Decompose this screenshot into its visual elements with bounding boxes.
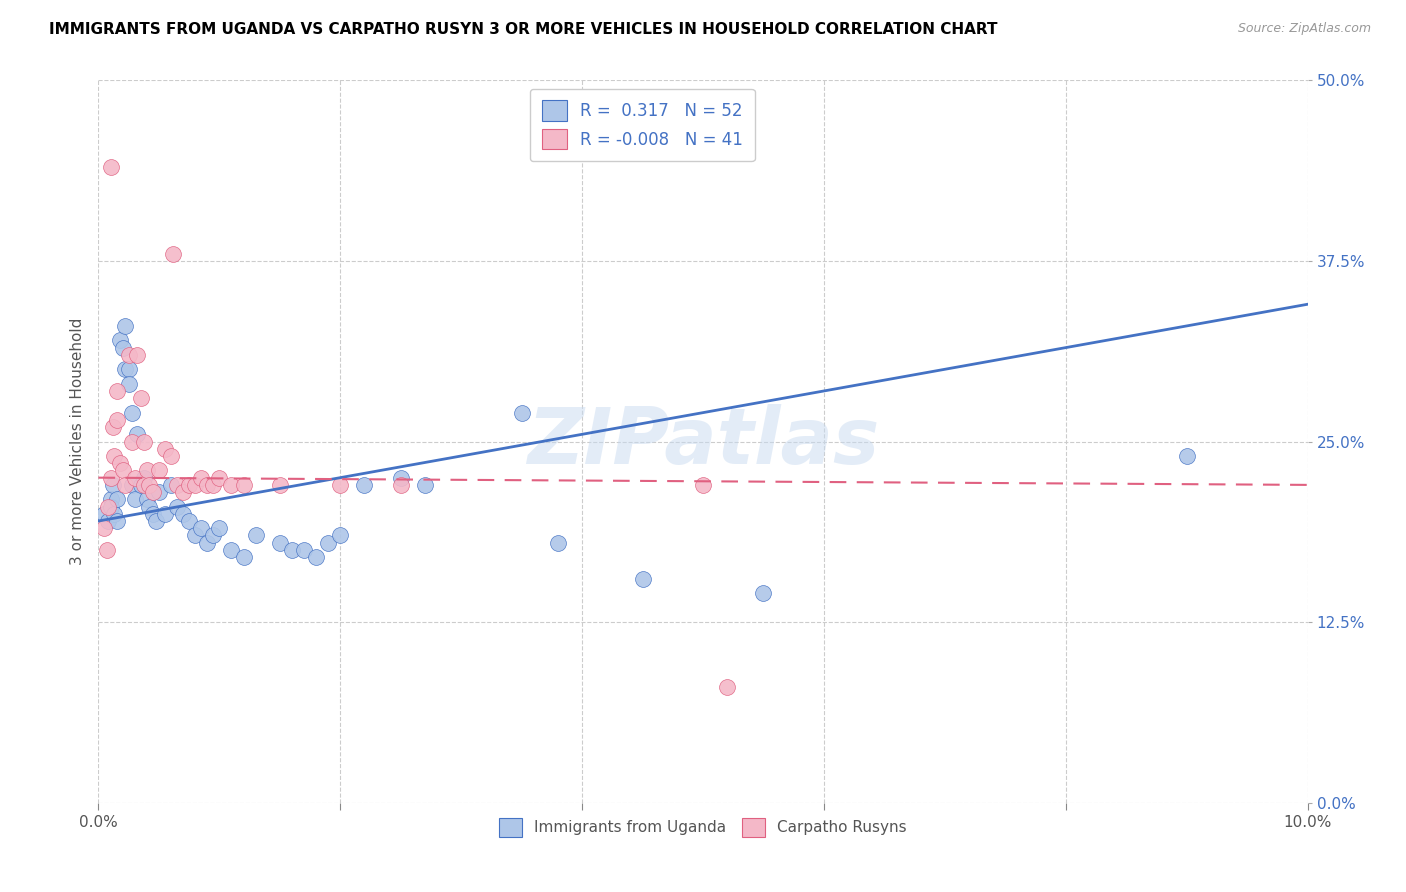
- Point: [93, 521, 115, 535]
- Point: [100, 492, 122, 507]
- Point: [114, 318, 136, 333]
- Point: [101, 420, 124, 434]
- Point: [269, 478, 291, 492]
- Point: [281, 542, 304, 557]
- Point: [245, 528, 267, 542]
- Point: [103, 449, 125, 463]
- Point: [389, 471, 412, 485]
- Point: [100, 160, 122, 174]
- Text: ZIPatlas: ZIPatlas: [527, 403, 879, 480]
- Point: [1175, 449, 1198, 463]
- Point: [631, 572, 654, 586]
- Point: [108, 456, 131, 470]
- Point: [221, 542, 243, 557]
- Point: [195, 535, 218, 549]
- Point: [292, 542, 315, 557]
- Point: [135, 492, 157, 507]
- Point: [269, 535, 291, 549]
- Point: [221, 478, 243, 492]
- Point: [195, 478, 218, 492]
- Point: [121, 478, 143, 492]
- Point: [118, 348, 141, 362]
- Point: [329, 528, 352, 542]
- Point: [100, 500, 122, 514]
- Point: [413, 478, 436, 492]
- Point: [142, 507, 165, 521]
- Point: [148, 485, 170, 500]
- Point: [692, 478, 714, 492]
- Point: [208, 471, 231, 485]
- Y-axis label: 3 or more Vehicles in Household: 3 or more Vehicles in Household: [69, 318, 84, 566]
- Point: [202, 528, 225, 542]
- Point: [305, 550, 328, 565]
- Point: [105, 384, 128, 398]
- Point: [232, 478, 254, 492]
- Point: [184, 478, 207, 492]
- Point: [103, 507, 125, 521]
- Point: [202, 478, 225, 492]
- Point: [166, 500, 188, 514]
- Point: [190, 521, 212, 535]
- Point: [510, 406, 533, 420]
- Point: [93, 507, 115, 521]
- Point: [114, 362, 136, 376]
- Point: [127, 348, 149, 362]
- Point: [129, 391, 152, 405]
- Point: [96, 542, 118, 557]
- Point: [153, 442, 176, 456]
- Point: [97, 500, 120, 514]
- Point: [135, 463, 157, 477]
- Point: [316, 535, 339, 549]
- Text: Source: ZipAtlas.com: Source: ZipAtlas.com: [1237, 22, 1371, 36]
- Legend: Immigrants from Uganda, Carpatho Rusyns: Immigrants from Uganda, Carpatho Rusyns: [491, 809, 915, 846]
- Point: [118, 362, 141, 376]
- Point: [172, 507, 194, 521]
- Point: [134, 434, 156, 449]
- Point: [389, 478, 412, 492]
- Point: [142, 485, 165, 500]
- Point: [329, 478, 352, 492]
- Point: [184, 528, 207, 542]
- Point: [101, 478, 124, 492]
- Point: [716, 680, 738, 694]
- Point: [108, 334, 131, 348]
- Point: [148, 463, 170, 477]
- Point: [129, 478, 152, 492]
- Point: [752, 586, 775, 600]
- Point: [114, 478, 136, 492]
- Point: [100, 471, 122, 485]
- Point: [179, 514, 201, 528]
- Point: [190, 471, 212, 485]
- Point: [138, 478, 160, 492]
- Point: [111, 341, 134, 355]
- Point: [162, 246, 184, 260]
- Point: [353, 478, 375, 492]
- Point: [105, 514, 128, 528]
- Point: [153, 507, 176, 521]
- Point: [232, 550, 254, 565]
- Point: [160, 449, 183, 463]
- Point: [172, 485, 194, 500]
- Point: [105, 413, 128, 427]
- Text: IMMIGRANTS FROM UGANDA VS CARPATHO RUSYN 3 OR MORE VEHICLES IN HOUSEHOLD CORRELA: IMMIGRANTS FROM UGANDA VS CARPATHO RUSYN…: [49, 22, 998, 37]
- Point: [179, 478, 201, 492]
- Point: [111, 463, 134, 477]
- Point: [134, 478, 156, 492]
- Point: [160, 478, 183, 492]
- Point: [124, 471, 146, 485]
- Point: [166, 478, 188, 492]
- Point: [134, 471, 156, 485]
- Point: [124, 492, 146, 507]
- Point: [547, 535, 569, 549]
- Point: [208, 521, 231, 535]
- Point: [121, 434, 143, 449]
- Point: [145, 514, 167, 528]
- Point: [138, 500, 160, 514]
- Point: [97, 514, 120, 528]
- Point: [127, 427, 149, 442]
- Point: [121, 406, 143, 420]
- Point: [118, 376, 141, 391]
- Point: [105, 492, 128, 507]
